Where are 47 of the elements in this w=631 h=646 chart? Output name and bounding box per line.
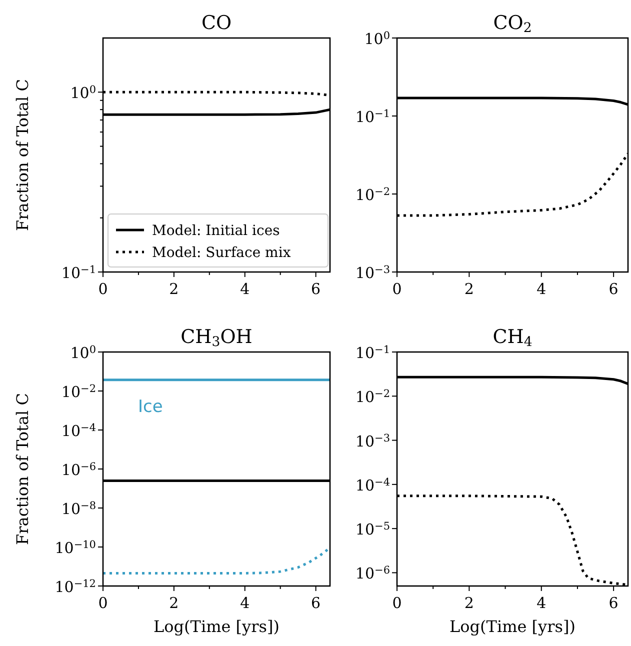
x-tick-label: 4 (536, 594, 546, 612)
y-tick-label: 10$^{−3}$ (355, 264, 390, 282)
x-tick-label: 2 (169, 280, 179, 298)
x-tick-label: 2 (464, 594, 474, 612)
x-tick-label: 6 (608, 594, 618, 612)
y-tick-label: 10$^{−8}$ (61, 500, 96, 518)
x-tick-label: 0 (98, 594, 108, 612)
chart-title: CH$_{3}$OH (180, 326, 252, 350)
y-tick-label: 10$^{−4}$ (355, 476, 390, 494)
y-tick-label: 10$^{−1}$ (61, 264, 96, 282)
line-series (103, 546, 330, 575)
annotation: Ice (138, 397, 163, 417)
x-tick-label: 4 (240, 594, 250, 612)
y-tick-label: 10$^{−2}$ (355, 388, 390, 406)
y-tick-label: 10$^{−6}$ (61, 461, 96, 479)
x-tick-label: 4 (240, 280, 250, 298)
y-tick-label: 10$^{−1}$ (355, 108, 390, 126)
y-tick-label: 10$^{−10}$ (54, 539, 96, 557)
y-axis-title: Fraction of Total C (13, 393, 32, 545)
y-tick-label: 10$^{−2}$ (61, 383, 96, 401)
y-tick-label: 10$^{−4}$ (61, 422, 96, 440)
x-axis-title: Log(Time [yrs]) (154, 617, 280, 636)
x-tick-label: 6 (608, 280, 618, 298)
y-axis-title: Fraction of Total C (13, 79, 32, 231)
x-tick-label: 0 (392, 280, 402, 298)
x-tick-label: 6 (311, 280, 321, 298)
legend-label: Model: Initial ices (152, 223, 280, 239)
x-tick-label: 0 (98, 280, 108, 298)
chart-title: CO (201, 12, 232, 34)
x-tick-label: 2 (464, 280, 474, 298)
y-tick-label: 10$^{0}$ (70, 84, 96, 102)
y-tick-label: 10$^{−6}$ (355, 564, 390, 583)
y-tick-label: 10$^{0}$ (364, 30, 390, 48)
chart-title: CH$_{4}$ (492, 326, 532, 350)
y-tick-label: 10$^{0}$ (70, 344, 96, 362)
y-tick-label: 10$^{−3}$ (355, 432, 390, 450)
x-tick-label: 6 (311, 594, 321, 612)
legend-label: Model: Surface mix (152, 245, 291, 261)
y-tick-label: 10$^{−2}$ (355, 186, 390, 204)
y-tick-label: 10$^{−5}$ (355, 520, 390, 539)
x-tick-label: 4 (536, 280, 546, 298)
chart-title: CO$_{2}$ (493, 12, 532, 36)
x-axis-title: Log(Time [yrs]) (450, 617, 576, 636)
x-tick-label: 2 (169, 594, 179, 612)
y-tick-label: 10$^{−1}$ (355, 344, 390, 362)
x-tick-label: 0 (392, 594, 402, 612)
y-tick-label: 10$^{−12}$ (54, 578, 96, 596)
